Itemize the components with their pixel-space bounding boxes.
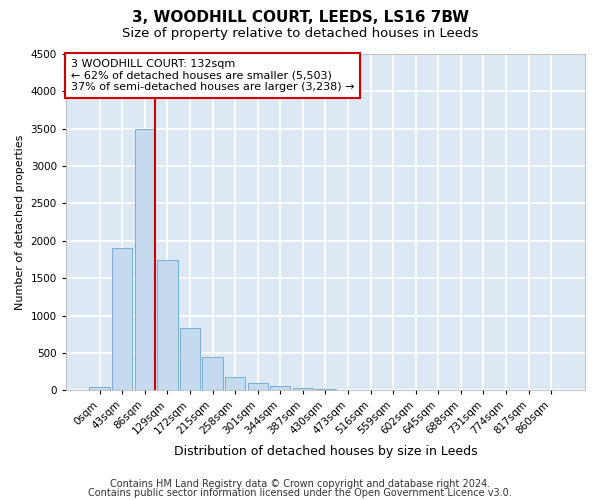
- Bar: [202, 356, 223, 390]
- Y-axis label: Number of detached properties: Number of detached properties: [15, 134, 25, 310]
- Text: 3, WOODHILL COURT, LEEDS, LS16 7BW: 3, WOODHILL COURT, LEEDS, LS16 7BW: [131, 10, 469, 25]
- Bar: [315, 389, 335, 390]
- Text: 3 WOODHILL COURT: 132sqm
← 62% of detached houses are smaller (5,503)
37% of sem: 3 WOODHILL COURT: 132sqm ← 62% of detach…: [71, 59, 355, 92]
- Text: Size of property relative to detached houses in Leeds: Size of property relative to detached ho…: [122, 28, 478, 40]
- Bar: [112, 248, 133, 390]
- X-axis label: Distribution of detached houses by size in Leeds: Distribution of detached houses by size …: [173, 444, 477, 458]
- Bar: [134, 128, 155, 390]
- Bar: [157, 260, 178, 390]
- Bar: [89, 386, 110, 390]
- Text: Contains public sector information licensed under the Open Government Licence v3: Contains public sector information licen…: [88, 488, 512, 498]
- Bar: [270, 386, 290, 390]
- Bar: [180, 328, 200, 390]
- Text: Contains HM Land Registry data © Crown copyright and database right 2024.: Contains HM Land Registry data © Crown c…: [110, 479, 490, 489]
- Bar: [293, 388, 313, 390]
- Bar: [225, 377, 245, 390]
- Bar: [248, 383, 268, 390]
